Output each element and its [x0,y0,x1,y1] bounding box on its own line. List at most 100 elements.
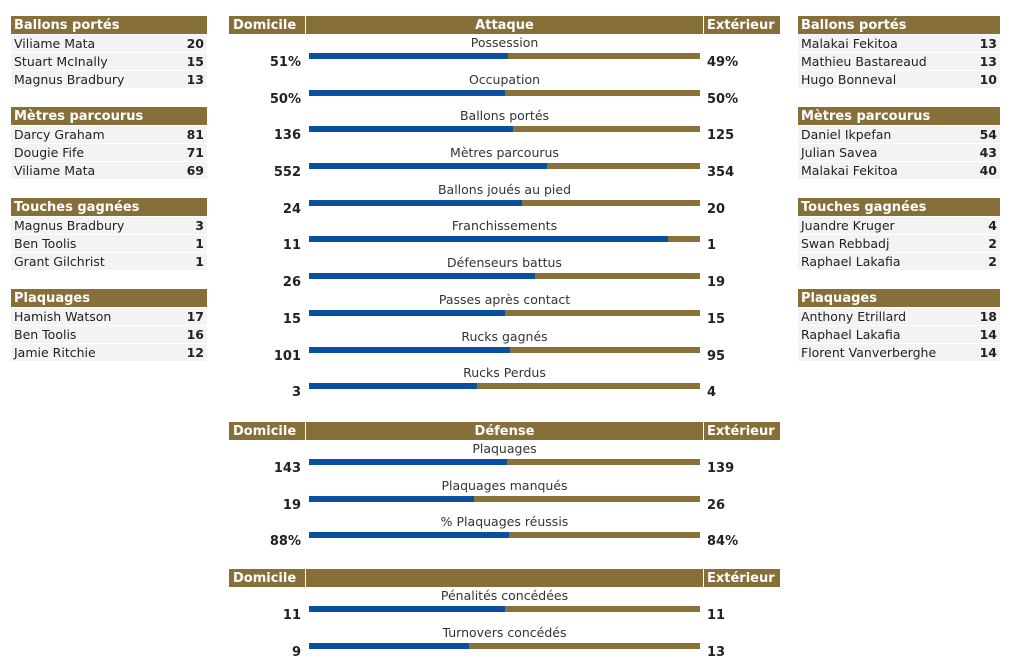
away-value: 11 [707,608,726,623]
player-name: Raphael Lakafia [801,327,901,342]
home-carries-block: Ballons portés Viliame Mata 20 Stuart McI… [11,16,207,88]
section-header: Domicile Extérieur [229,569,780,587]
block-title: Ballons portés [11,16,207,34]
away-value: 354 [707,165,735,181]
home-bar-fill [309,53,509,59]
comparison-bar [309,606,700,612]
player-row: Malakai Fekitoa 40 [798,162,1000,179]
player-name: Darcy Graham [14,127,105,142]
stat-label: Ballons portés [459,108,550,124]
comparison-bar [309,53,700,59]
away-header: Extérieur [707,571,775,586]
home-header: Domicile [233,18,297,33]
home-bar-fill [309,89,505,96]
section-header: Domicile Défense Extérieur [229,422,780,440]
home-bar-fill [309,309,505,316]
player-row: Ben Toolis 16 [11,326,207,343]
player-row: Raphael Lakafia 14 [798,326,1000,343]
away-value: 19 [707,275,726,291]
player-row: Viliame Mata 20 [11,35,207,52]
player-row: Grant Gilchrist 1 [11,253,207,270]
comparison-bar [309,273,700,280]
home-tackles-block: Plaquages Hamish Watson 17 Ben Toolis 16 J… [11,289,207,361]
away-value: 49% [707,55,739,70]
home-value: 3 [291,385,301,401]
stat-row: Occupation 50% 50% [229,71,780,108]
comparison-bar [309,346,700,353]
away-header: Extérieur [707,424,775,439]
away-tackles-block: Plaquages Anthony Etrillard 18 Raphael La… [798,289,1000,361]
player-row: Raphael Lakafia 2 [798,253,1000,270]
home-value: 11 [282,238,301,254]
stat-label: Franchissements [451,218,558,234]
home-player-stats: Ballons portés Viliame Mata 20 Stuart McI… [11,16,207,380]
player-row: Magnus Bradbury 13 [11,71,207,88]
stat-label: Défenseurs battus [447,255,562,271]
stat-row: Ballons joués au pied 24 20 [229,181,780,218]
player-value: 17 [186,309,204,324]
home-header: Domicile [233,571,297,586]
block-title: Mètres parcourus [798,107,1000,125]
section-title: Défense [305,422,704,440]
stat-label: Rucks gagnés [461,328,548,344]
player-value: 20 [186,36,204,51]
defense-section: Domicile Défense Extérieur Plaquages 143 1… [229,422,780,550]
stat-label: Plaquages manqués [441,477,568,493]
player-row: Darcy Graham 81 [11,126,207,143]
away-value: 139 [707,461,735,476]
home-value: 19 [282,497,301,513]
stat-label: Passes après contact [438,291,571,307]
player-row: Malakai Fekitoa 13 [798,35,1000,52]
home-bar-fill [309,532,510,539]
stat-label: Occupation [468,71,541,87]
home-value: 51% [269,55,301,70]
home-bar-fill [309,236,668,243]
comparison-bar [309,126,700,133]
player-value: 1 [195,254,204,269]
player-value: 69 [186,163,204,178]
comparison-bar [309,459,700,465]
player-name: Hugo Bonneval [801,72,897,87]
player-name: Stuart McInally [14,54,108,69]
home-value: 50% [269,91,301,107]
player-row: Magnus Bradbury 3 [11,217,207,234]
away-value: 4 [707,385,717,401]
block-title: Mètres parcourus [11,107,207,125]
player-value: 81 [186,127,204,142]
section-title: Attaque [305,16,704,34]
player-row: Ben Toolis 1 [11,235,207,252]
player-row: Mathieu Bastareaud 13 [798,53,1000,70]
stat-label: Pénalités concédées [440,588,569,603]
comparison-bar [309,383,700,390]
block-title: Touches gagnées [798,198,1000,216]
home-value: 101 [273,348,301,364]
player-row: Hugo Bonneval 10 [798,71,1000,88]
home-value: 15 [282,311,301,327]
player-row: Viliame Mata 69 [11,162,207,179]
stat-row: Franchissements 11 1 [229,217,780,254]
block-title: Touches gagnées [11,198,207,216]
player-name: Juandre Kruger [801,218,895,233]
away-value: 50% [707,91,739,107]
home-value: 143 [273,461,301,476]
stat-row: Plaquages manqués 19 26 [229,477,780,514]
stat-row: Ballons portés 136 125 [229,107,780,144]
player-name: Malakai Fekitoa [801,36,898,51]
away-value: 15 [707,311,726,327]
home-bar-fill [309,459,508,465]
stat-row: % Plaquages réussis 88% 84% [229,513,780,550]
comparison-bar [309,495,700,502]
player-row: Swan Rebbadj 2 [798,235,1000,252]
stat-row: Défenseurs battus 26 19 [229,254,780,291]
away-value: 20 [707,201,726,217]
player-name: Dougie Fife [14,145,85,160]
player-value: 71 [186,145,204,160]
stat-row: Pénalités concédées 11 11 [229,587,780,624]
home-bar-fill [309,642,469,649]
player-name: Anthony Etrillard [801,309,907,324]
comparison-bar [309,236,700,243]
player-row: Julian Savea 43 [798,144,1000,161]
block-title: Plaquages [798,289,1000,307]
home-value: 552 [273,165,301,181]
away-lineouts-block: Touches gagnées Juandre Kruger 4 Swan Reb… [798,198,1000,270]
